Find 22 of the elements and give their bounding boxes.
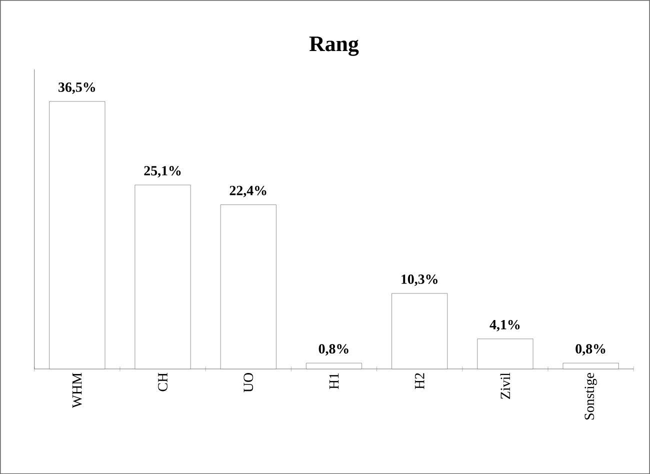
x-tick-label: Sonstige xyxy=(584,372,597,420)
chart-title: Rang xyxy=(309,36,359,56)
data-label: 0,8% xyxy=(576,344,606,356)
x-tick-label: H2 xyxy=(414,373,424,389)
data-label: 0,8% xyxy=(318,344,348,356)
x-tick-label: CH xyxy=(158,372,168,392)
bar xyxy=(134,184,191,370)
data-label: 10,3% xyxy=(402,274,438,286)
x-tick-label: Zivil xyxy=(500,372,510,399)
x-tick-label: UO xyxy=(244,372,254,392)
bar xyxy=(306,362,362,370)
data-label: 25,1% xyxy=(144,166,181,178)
x-tick-label: WHM xyxy=(72,372,82,408)
data-label: 4,1% xyxy=(490,320,520,332)
bar xyxy=(477,338,534,370)
x-tick-label: H1 xyxy=(329,373,339,389)
data-label: 36,5% xyxy=(58,82,96,94)
data-label: 22,4% xyxy=(230,186,266,198)
bar xyxy=(392,293,448,370)
bar xyxy=(562,362,619,370)
bar xyxy=(49,101,106,370)
bar xyxy=(220,204,276,370)
